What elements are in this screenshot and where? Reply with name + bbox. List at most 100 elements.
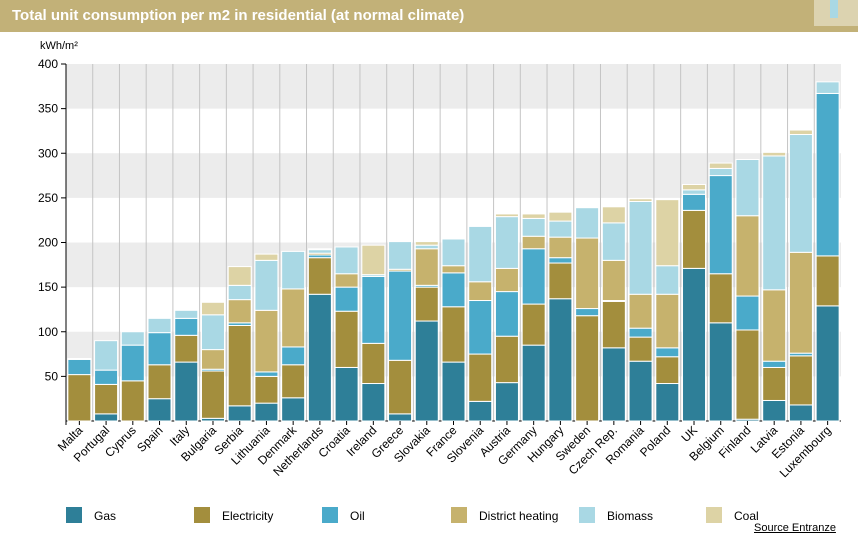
bar-segment-oil bbox=[468, 300, 493, 355]
legend-label: Coal bbox=[734, 509, 759, 523]
bar-segment-coal bbox=[708, 162, 733, 169]
bar-segment-electricity bbox=[575, 315, 600, 422]
bar-segment-gas bbox=[174, 361, 199, 422]
bar-segment-gas bbox=[307, 293, 332, 422]
bar-segment-electricity bbox=[548, 262, 573, 300]
bar-segment-coal bbox=[548, 211, 573, 222]
bar-segment-oil bbox=[67, 358, 92, 376]
legend-label: District heating bbox=[479, 509, 559, 523]
bar-segment-electricity bbox=[414, 286, 439, 322]
bar-segment-electricity bbox=[227, 325, 252, 407]
y-tick-label: 100 bbox=[38, 325, 58, 339]
bar-segment-gas bbox=[682, 267, 707, 422]
bar-segment-district-heating bbox=[521, 235, 546, 250]
bar-segment-oil bbox=[254, 371, 279, 377]
bar-segment-biomass bbox=[655, 265, 680, 295]
bar-segment-district-heating bbox=[735, 215, 760, 297]
bar-segment-electricity bbox=[200, 370, 225, 419]
bar-segment-district-heating bbox=[655, 293, 680, 349]
stacked-bar-chart: 50100150200250300350400kWh/m²MaltaPortug… bbox=[38, 40, 841, 480]
bar-segment-district-heating bbox=[441, 265, 466, 274]
bar-segment-coal bbox=[601, 206, 626, 224]
bar-segment-district-heating bbox=[575, 237, 600, 310]
bar-segment-district-heating bbox=[200, 349, 225, 370]
bar-segment-biomass bbox=[414, 244, 439, 250]
bar-segment-biomass bbox=[200, 314, 225, 351]
bar-segment-gas bbox=[548, 298, 573, 422]
bar-segment-gas bbox=[94, 413, 119, 422]
bar-segment-district-heating bbox=[254, 309, 279, 373]
bar-segment-electricity bbox=[174, 334, 199, 363]
bar-segment-coal bbox=[307, 248, 332, 251]
legend-swatch bbox=[579, 507, 595, 523]
bar-segment-coal bbox=[521, 213, 546, 219]
bar-segment-gas bbox=[468, 400, 493, 422]
bar-segment-electricity bbox=[441, 306, 466, 363]
bar-segment-electricity bbox=[494, 335, 519, 384]
bar-segment-oil bbox=[548, 257, 573, 264]
bar-segment-district-heating bbox=[762, 289, 787, 362]
bar-segment-biomass bbox=[494, 216, 519, 269]
bar-segment-electricity bbox=[682, 209, 707, 269]
bar-segment-electricity bbox=[120, 380, 145, 422]
bar-segment-coal bbox=[494, 213, 519, 218]
bar-segment-district-heating bbox=[468, 281, 493, 302]
bar-segment-biomass bbox=[227, 284, 252, 301]
bar-segment-district-heating bbox=[788, 251, 813, 354]
bar-segment-biomass bbox=[628, 200, 653, 295]
bar-segment-biomass bbox=[521, 217, 546, 237]
bar-segment-coal bbox=[628, 198, 653, 202]
bar-segment-oil bbox=[575, 308, 600, 317]
bar-segment-oil bbox=[735, 295, 760, 331]
bar-segment-biomass bbox=[174, 309, 199, 319]
bar-segment-biomass bbox=[762, 155, 787, 291]
bar-segment-gas bbox=[388, 413, 413, 422]
bar-segment-gas bbox=[788, 404, 813, 422]
bar-segment-electricity bbox=[147, 364, 172, 400]
bar-segment-oil bbox=[628, 327, 653, 338]
source-link[interactable]: Source Entranze bbox=[754, 522, 836, 534]
y-tick-label: 400 bbox=[38, 57, 58, 71]
bar-segment-biomass bbox=[307, 249, 332, 254]
bar-segment-oil bbox=[388, 270, 413, 361]
legend-swatch bbox=[451, 507, 467, 523]
bar-segment-gas bbox=[815, 305, 840, 422]
grid-band bbox=[66, 64, 841, 109]
bar-segment-biomass bbox=[788, 134, 813, 253]
bar-segment-gas bbox=[441, 361, 466, 422]
bar-segment-biomass bbox=[67, 358, 92, 360]
bar-segment-electricity bbox=[361, 342, 386, 385]
bar-segment-coal bbox=[200, 301, 225, 316]
bar-segment-biomass bbox=[388, 241, 413, 270]
bar-segment-oil bbox=[762, 360, 787, 368]
bar-segment-electricity bbox=[601, 300, 626, 349]
title-bar: Total unit consumption per m2 in residen… bbox=[0, 0, 858, 32]
y-tick-label: 350 bbox=[38, 102, 58, 116]
bar-segment-oil bbox=[94, 369, 119, 385]
bar-segment-coal bbox=[682, 183, 707, 191]
bar-segment-biomass bbox=[575, 207, 600, 239]
bar-segment-electricity bbox=[762, 366, 787, 401]
bar-segment-district-heating bbox=[281, 288, 306, 348]
bar-segment-district-heating bbox=[494, 267, 519, 293]
bar-segment-district-heating bbox=[628, 293, 653, 329]
bar-segment-oil bbox=[174, 317, 199, 336]
bar-segment-biomass bbox=[735, 158, 760, 217]
legend-label: Gas bbox=[94, 509, 117, 523]
bar-segment-oil bbox=[361, 275, 386, 344]
bar-segment-gas bbox=[601, 347, 626, 422]
bar-segment-biomass bbox=[120, 331, 145, 346]
legend-swatch bbox=[706, 507, 722, 523]
bar-segment-electricity bbox=[735, 329, 760, 420]
legend-label: Electricity bbox=[222, 509, 274, 523]
bar-segment-gas bbox=[494, 382, 519, 422]
bar-segment-electricity bbox=[334, 310, 359, 368]
bar-segment-district-heating bbox=[548, 236, 573, 259]
y-tick-label: 200 bbox=[38, 236, 58, 250]
bar-segment-biomass bbox=[147, 317, 172, 334]
bar-segment-gas bbox=[521, 344, 546, 422]
bar-segment-electricity bbox=[281, 364, 306, 399]
bar-segment-biomass bbox=[281, 250, 306, 290]
bar-segment-gas bbox=[334, 366, 359, 422]
bar-segment-coal bbox=[361, 244, 386, 276]
